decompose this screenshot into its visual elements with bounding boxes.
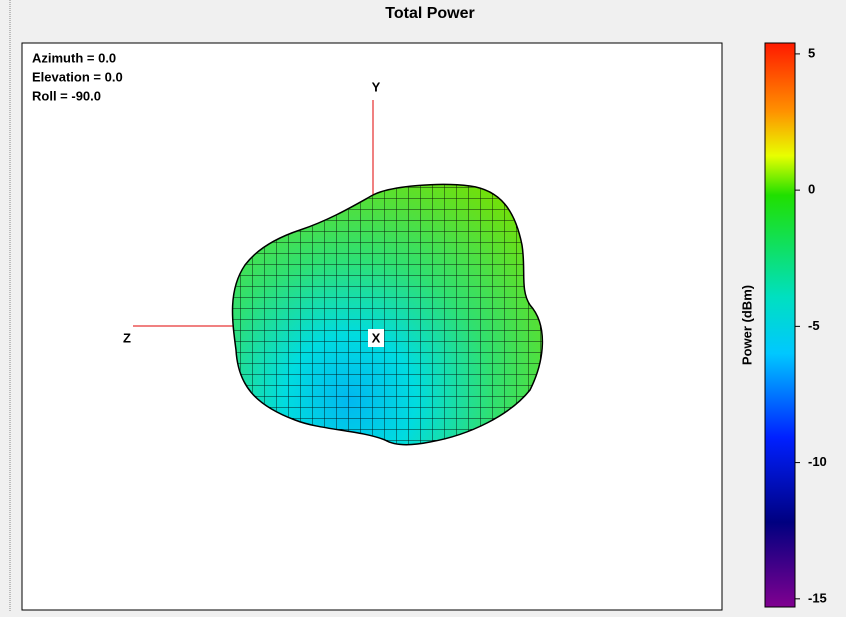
colorbar xyxy=(764,42,796,608)
view-roll: Roll = -90.0 xyxy=(32,88,101,103)
view-elevation: Elevation = 0.0 xyxy=(32,69,123,84)
title: Total Power xyxy=(385,5,475,22)
y-axis-label: Y xyxy=(372,79,381,94)
colorbar-tick-label: 5 xyxy=(808,45,815,60)
z-axis-label: Z xyxy=(123,330,131,345)
colorbar-tick-label: 0 xyxy=(808,182,815,197)
colorbar-tick-label: -15 xyxy=(808,590,827,605)
colorbar-tick-label: -5 xyxy=(808,318,820,333)
colorbar-label: Power (dBm) xyxy=(739,285,754,365)
view-azimuth: Azimuth = 0.0 xyxy=(32,50,116,65)
x-axis-label: X xyxy=(372,330,381,345)
pattern-surface xyxy=(232,184,543,445)
x-axis-box xyxy=(368,329,384,347)
colorbar-tick-label: -10 xyxy=(808,454,827,469)
